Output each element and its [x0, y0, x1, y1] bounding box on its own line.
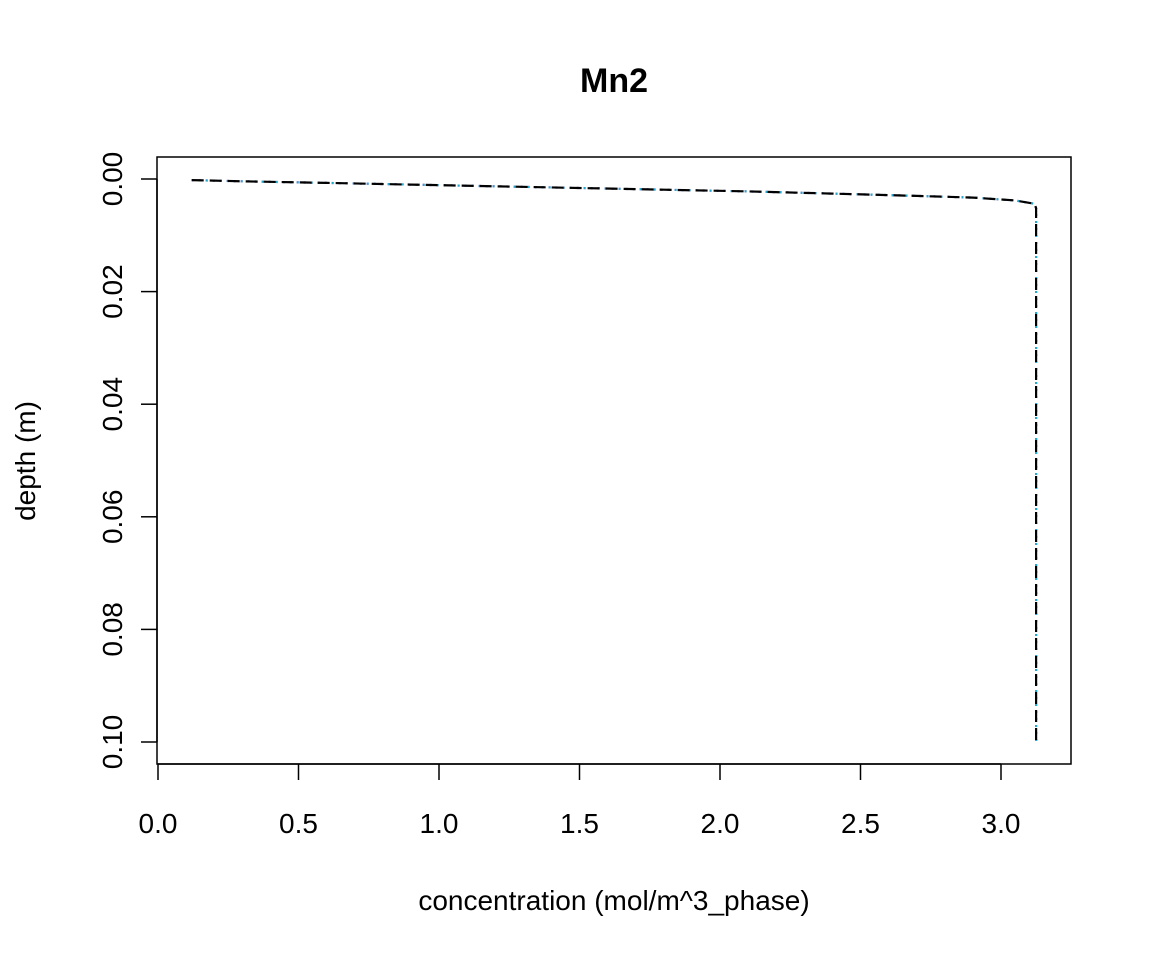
x-tick-label: 1.5	[560, 808, 599, 839]
y-axis: 0.00 0.02 0.04 0.06 0.08 0.10	[97, 152, 158, 770]
series-line	[191, 179, 1038, 742]
plot-frame	[156, 156, 1072, 765]
y-tick-label: 0.00	[97, 152, 128, 207]
series-line	[191, 179, 1038, 742]
x-tick-label: 0.5	[279, 808, 318, 839]
series-layer	[191, 179, 1038, 742]
x-axis: 0.0 0.5 1.0 1.5 2.0 2.5 3.0	[139, 763, 1021, 839]
series-line	[191, 179, 1038, 742]
chart-title: Mn2	[580, 62, 648, 100]
y-tick-label: 0.08	[97, 602, 128, 657]
y-tick-label: 0.04	[97, 377, 128, 432]
y-axis-label: depth (m)	[10, 401, 41, 521]
x-tick-label: 2.0	[701, 808, 740, 839]
y-tick-label: 0.06	[97, 490, 128, 545]
x-tick-label: 1.0	[420, 808, 459, 839]
x-tick-label: 0.0	[139, 808, 178, 839]
x-tick-label: 3.0	[982, 808, 1021, 839]
y-tick-label: 0.10	[97, 715, 128, 770]
y-tick-label: 0.02	[97, 264, 128, 319]
x-axis-label: concentration (mol/m^3_phase)	[418, 885, 809, 916]
x-tick-label: 2.5	[841, 808, 880, 839]
